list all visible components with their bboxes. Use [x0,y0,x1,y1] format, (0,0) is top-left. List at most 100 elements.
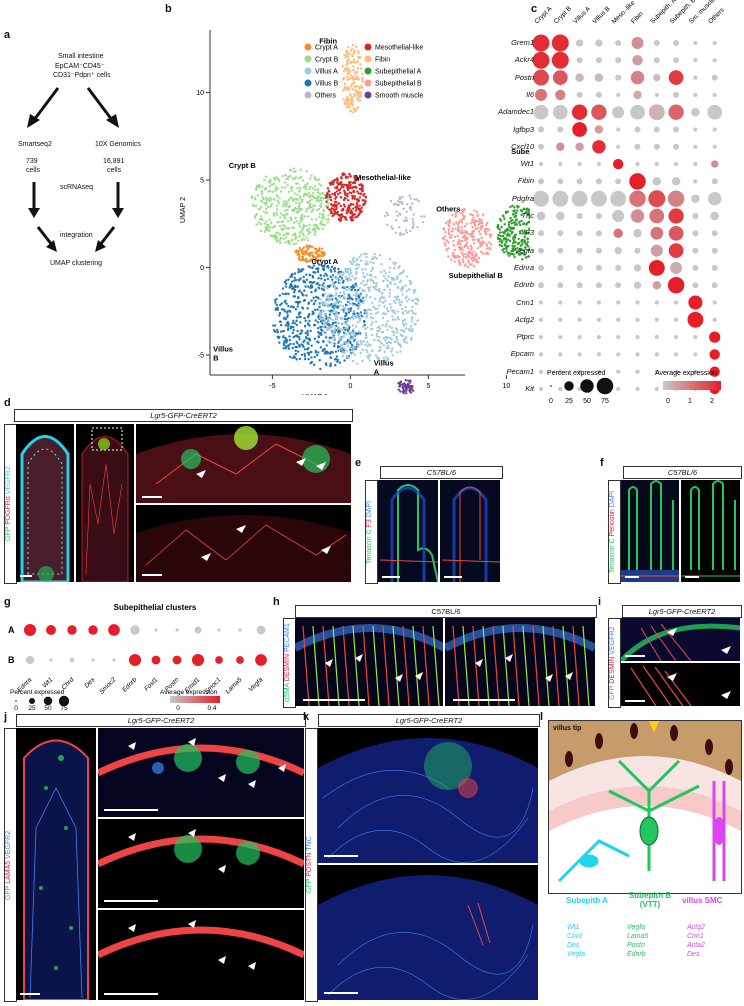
dot [236,656,244,664]
gene-label-epcam: Epcam [510,349,534,359]
stain-label-f-2: DAPI [609,490,616,508]
dot [673,334,679,340]
dot [238,628,242,632]
column-label: Others [707,6,726,25]
gene-label: Foxl1 [143,676,159,692]
dot [538,386,544,392]
legend-swatch [364,43,372,51]
gene-label-ackr4: Ackr4 [514,55,534,65]
dot [673,57,680,64]
dot [613,228,623,239]
dot [615,39,622,47]
size-legend-label: 0 [14,705,18,711]
dot [709,331,721,343]
dot [691,194,700,203]
dot [693,58,698,63]
size-legend-dot [15,700,17,702]
dot [577,369,582,374]
gene-label-pdgfra: Pdgfra [511,193,534,203]
dot [692,264,699,271]
row-label: A [8,625,15,635]
dot [711,247,718,254]
dot [667,276,685,294]
dot [557,126,564,133]
legend-entry: Fibin [375,57,390,64]
cluster-label: Villus [213,345,233,354]
dot [707,191,722,206]
source-line-2: EpCAM⁻CD45⁻ [55,63,105,70]
dot [595,57,602,64]
column-label: Villus B [591,5,611,25]
dot [629,190,646,207]
dot [616,300,621,305]
legend-swatch [304,55,312,63]
stain-label-e-1: F3 [366,516,373,527]
dot [551,34,569,52]
cluster-points-subepithelial-a [496,204,541,261]
dot [596,352,602,357]
stain-label-i-2: VEGFR2 [609,626,616,655]
dot [576,57,583,64]
dot [648,104,665,121]
column-label: Villus A [572,5,592,25]
dot [112,658,116,662]
dot [595,178,602,185]
dot [668,208,684,224]
x-tick-label: 5 [426,383,430,390]
legend-swatch [364,79,372,87]
dot [151,655,161,665]
cluster-label: Others [436,205,460,214]
size-legend-label: 25 [28,705,36,711]
dot [194,626,202,634]
panel-b-umap: -5 0 5 10 10 5 0 -5 UMAP 1 UMAP 2 Crypt A Mesotheli… [165,10,566,403]
umap-clustering-label: UMAP clustering [50,260,103,267]
gene-label-actg2: Actg2 [514,314,534,324]
size-legend-label: 25 [565,398,573,405]
cluster-points-fibin [341,43,365,114]
gene-label-pecam1: Pecam1 [506,366,534,376]
stain-label-k-2: TNC [306,836,313,852]
panel-label-c: c [531,3,538,15]
gene-label-ednrb: Ednrb [513,280,534,290]
panel-f-image-merge [621,480,679,582]
dot [537,230,545,237]
color-legend-label: 0 [176,705,180,711]
dot [635,352,640,357]
marker-des: Des [567,942,580,949]
dot [615,282,622,289]
dot [592,140,606,154]
row-label: B [8,655,15,665]
dot [634,143,641,150]
panel-l-schematic: villus tip [548,720,742,894]
dot [711,230,718,237]
stain-label-j-0: GFP [5,883,12,900]
panel-i-image-merge [621,618,740,661]
dot [635,369,640,374]
dot [533,69,549,86]
dot [693,352,698,357]
dot [712,317,717,322]
dot [654,161,659,167]
dot [591,104,607,120]
avg-legend-title: Average expression [655,370,717,377]
stain-label-f-0: Tenascin C [609,536,616,574]
dot [25,655,35,665]
dot [654,334,659,340]
cluster-label: Mesothelial-like [355,173,411,182]
dot [712,58,717,63]
dot [577,352,582,357]
cluster-label: Villus [374,359,394,368]
panel-j-zoom-green-red [98,819,304,908]
dot [615,264,622,271]
dot [538,317,544,322]
umap-plot: -5 0 5 10 10 5 0 -5 UMAP 1 UMAP 2 Crypt A Mesotheli… [180,30,566,403]
color-legend-label: 0 [666,398,670,405]
dot [673,143,680,150]
dot [668,225,684,241]
dot [673,126,680,133]
dot [630,209,645,223]
dot [688,295,703,310]
dot [255,654,267,666]
legend-swatch [364,55,372,63]
